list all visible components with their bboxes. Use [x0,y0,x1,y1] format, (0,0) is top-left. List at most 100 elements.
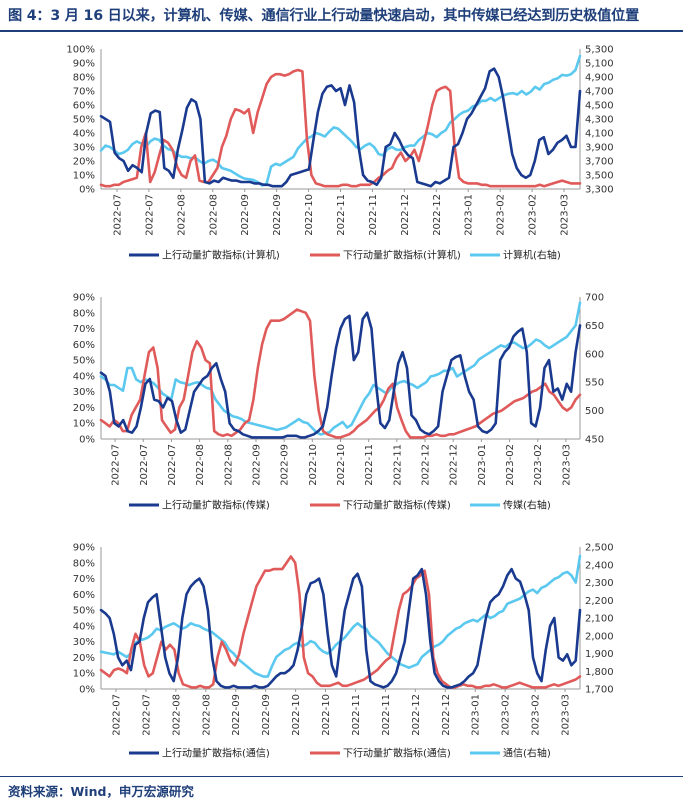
legend-label: 计算机(右轴) [503,249,561,262]
x-axis-tick: 2022-07 [111,444,122,486]
x-axis-tick: 2022-08 [176,194,187,236]
series-line-index [99,301,582,436]
x-axis-tick: 2022-11 [381,694,392,736]
x-axis-tick: 2022-08 [201,694,212,736]
right-axis-tick: 650 [585,321,604,332]
right-axis-tick: 450 [585,435,604,446]
x-axis-tick: 2022-07 [112,194,123,236]
figure-title: 图 4：3 月 16 日以来，计算机、传媒、通信行业上行动量快速启动，其中传媒已… [8,8,640,24]
computer-chart: 0% 10% 20% 30% 40% 50% 60% 70% 80% 90% 100% 3,300 3,… [66,45,614,262]
right-axis-tick: 600 [585,349,604,360]
left-axis-tick: 10% [73,419,95,430]
left-axis-tick: 50% [73,356,95,367]
left-axis-tick: 30% [73,637,95,648]
x-axis-tick: 2022-09 [231,694,242,736]
legend-label: 通信(右轴) [503,747,551,760]
series-line-up [99,567,582,689]
right-axis-tick: 4,900 [585,73,614,84]
left-axis-tick: 0% [79,685,95,696]
x-axis-tick: 2022-10 [336,444,347,486]
x-axis-tick: 2023-02 [496,194,507,236]
x-axis-tick: 2023-02 [531,694,542,736]
x-axis-tick: 2023-02 [533,444,544,486]
left-axis-tick: 60% [73,340,95,351]
left-axis-tick: 40% [73,371,95,382]
x-axis-tick: 2022-07 [144,194,155,236]
legend-label: 传媒(右轴) [503,499,551,512]
x-axis-tick: 2022-07 [167,444,178,486]
x-axis-tick: 2022-12 [411,694,422,736]
x-axis-tick: 2022-09 [261,694,272,736]
x-axis-tick: 2023-01 [464,194,475,236]
right-axis-tick: 4,100 [585,129,614,140]
left-axis-tick: 30% [73,387,95,398]
x-axis-tick: 2023-02 [505,444,516,486]
left-axis-tick: 50% [73,606,95,617]
title-divider [0,30,683,32]
left-axis-tick: 90% [73,293,95,304]
series-line-up [99,67,582,188]
left-axis-tick: 40% [73,621,95,632]
x-axis-tick: 2022-11 [368,194,379,236]
right-axis-tick: 4,300 [585,115,614,126]
x-axis-tick: 2022-10 [304,194,315,236]
right-axis-tick: 5,100 [585,59,614,70]
legend-label: 上行动量扩散指标(通信) [162,747,270,760]
x-axis-tick: 2023-02 [528,194,539,236]
legend-label: 下行动量扩散指标(通信) [343,747,451,760]
right-axis-tick: 2,400 [585,560,614,571]
x-axis-tick: 2023-02 [501,694,512,736]
series-line-down [99,308,582,439]
x-axis-tick: 2022-09 [251,444,262,486]
series-line-up [99,311,582,439]
x-axis-tick: 2022-12 [449,444,460,486]
x-axis-tick: 2022-11 [392,444,403,486]
right-axis-tick: 700 [585,293,604,304]
left-axis-tick: 0% [79,185,95,196]
left-axis-tick: 20% [73,403,95,414]
x-axis-tick: 2022-11 [336,194,347,236]
telecom-chart: 0% 10% 20% 30% 40% 50% 60% 70% 80% 90% 1,700 1,800 1… [73,543,614,760]
right-axis-tick: 1,900 [585,649,614,660]
left-axis-tick: 40% [73,129,95,140]
x-axis-tick: 2022-08 [208,194,219,236]
x-axis-tick: 2023-03 [561,694,572,736]
legend-label: 上行动量扩散指标(计算机) [162,249,280,262]
right-axis-tick: 3,500 [585,171,614,182]
media-chart: 0% 10% 20% 30% 40% 50% 60% 70% 80% 90% 450 500 550 60… [73,293,604,512]
left-axis-tick: 70% [73,574,95,585]
x-axis-tick: 2022-07 [111,694,122,736]
left-axis-tick: 30% [73,143,95,154]
x-axis-tick: 2023-03 [561,444,572,486]
x-axis-tick: 2022-07 [139,444,150,486]
x-axis-tick: 2022-12 [421,444,432,486]
x-axis-tick: 2022-11 [364,444,375,486]
series-line-down [99,68,582,188]
x-axis-tick: 2022-12 [441,694,452,736]
x-axis-tick: 2022-08 [223,444,234,486]
right-axis-tick: 500 [585,406,604,417]
left-axis-tick: 50% [73,115,95,126]
x-axis-tick: 2023-01 [471,694,482,736]
left-axis-tick: 0% [79,435,95,446]
series-line-down [99,555,582,689]
x-axis-tick: 2022-10 [308,444,319,486]
x-axis-tick: 2022-11 [351,694,362,736]
series-line-index [99,54,582,187]
left-axis-tick: 60% [73,590,95,601]
right-axis-tick: 1,700 [585,685,614,696]
left-axis-tick: 80% [73,558,95,569]
x-axis-tick: 2022-12 [432,194,443,236]
right-axis-tick: 2,100 [585,614,614,625]
x-axis-tick: 2022-09 [272,194,283,236]
legend-label: 下行动量扩散指标(计算机) [343,249,461,262]
x-axis-tick: 2023-01 [477,444,488,486]
left-axis-tick: 80% [73,308,95,319]
right-axis-tick: 5,300 [585,45,614,56]
right-axis-tick: 2,000 [585,631,614,642]
x-axis-tick: 2022-10 [321,694,332,736]
right-axis-tick: 550 [585,378,604,389]
right-axis-tick: 3,700 [585,157,614,168]
right-axis-tick: 2,500 [585,543,614,554]
source-note: 资料来源：Wind，申万宏源研究 [8,784,194,799]
